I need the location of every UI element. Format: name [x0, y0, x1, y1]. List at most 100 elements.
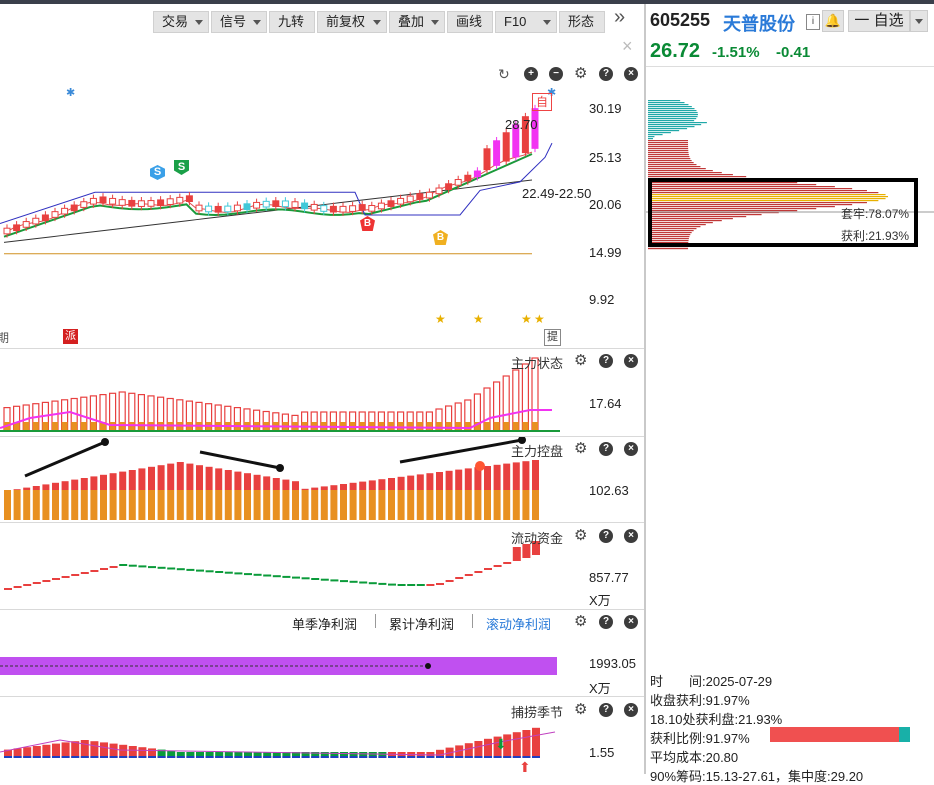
bar [71, 741, 80, 758]
gear-icon[interactable]: ⚙ [574, 701, 588, 718]
bar [512, 756, 521, 758]
flow-segment [4, 588, 12, 590]
add-watchlist-button[interactable]: 一 自选 [848, 10, 910, 32]
bar [61, 756, 70, 758]
buy-signal-marker[interactable]: B [433, 230, 448, 245]
candle-body [454, 179, 462, 186]
chevron-down-icon [373, 20, 381, 25]
bar [455, 756, 464, 758]
help-icon[interactable]: ? [599, 354, 613, 368]
gear-icon[interactable]: ⚙ [574, 527, 588, 544]
bar [320, 752, 329, 758]
bar [359, 422, 366, 430]
chip-bar [648, 156, 690, 158]
help-icon[interactable]: ? [599, 442, 613, 456]
toolbar-overlay-menu[interactable]: 叠加 [389, 11, 445, 33]
stock-name[interactable]: 天普股份 [723, 14, 795, 34]
help-icon[interactable]: ? [599, 703, 613, 717]
info-icon[interactable]: i [806, 14, 820, 30]
bar [503, 463, 511, 490]
flow-segment [292, 576, 300, 579]
close-icon[interactable]: × [624, 67, 638, 81]
gear-icon[interactable]: ⚙ [574, 440, 588, 457]
close-icon[interactable]: × [624, 529, 638, 543]
help-icon[interactable]: ? [599, 67, 613, 81]
chevron-down-icon [543, 20, 551, 25]
flow-segment [349, 580, 358, 583]
close-icon[interactable]: × [622, 36, 633, 56]
toolbar-draw-button[interactable]: 画线 [447, 11, 493, 33]
close-icon[interactable]: × [624, 354, 638, 368]
bar [484, 756, 492, 758]
bar [397, 422, 404, 430]
chip-bar [648, 176, 747, 178]
buy-signal-marker[interactable]: B [360, 216, 375, 231]
expand-icon[interactable]: » [614, 6, 626, 28]
bar [416, 490, 424, 520]
close-icon[interactable]: × [624, 615, 638, 629]
bar [196, 756, 204, 758]
bar [13, 756, 22, 758]
flow-segment [253, 573, 262, 576]
chip-bar [648, 170, 713, 172]
flow-segment [205, 570, 214, 573]
trapped-ratio-label: 套牢:78.07% [841, 207, 910, 221]
trend-arrow [24, 440, 106, 478]
tab-quarter-profit[interactable]: 单季净利润 [292, 617, 358, 632]
note-tag[interactable]: 提 [544, 329, 561, 346]
gear-icon[interactable]: ⚙ [574, 352, 588, 369]
bar [484, 466, 491, 490]
bar [311, 752, 320, 758]
event-tag[interactable]: 期 [0, 331, 10, 345]
close-icon[interactable]: × [624, 703, 638, 717]
y-tick-label: 14.99 [589, 245, 622, 260]
gear-icon[interactable]: ⚙ [574, 613, 588, 630]
chip-bar [648, 158, 691, 160]
close-icon[interactable]: × [624, 442, 638, 456]
bar [407, 475, 415, 490]
chip-bar [648, 198, 886, 200]
y-tick-label: 25.13 [589, 150, 622, 165]
bar [138, 490, 146, 520]
help-icon[interactable]: ? [599, 615, 613, 629]
chip-bar [648, 152, 689, 154]
flow-segment [301, 577, 310, 580]
toolbar-adjust-menu[interactable]: 前复权 [317, 11, 387, 33]
gear-icon[interactable]: ⚙ [574, 65, 588, 82]
chip-bar [648, 218, 733, 220]
zoom-out-icon[interactable]: − [549, 67, 563, 81]
chip-bar [648, 226, 701, 228]
bar [436, 472, 443, 490]
dividend-tag[interactable]: 派 [63, 329, 78, 344]
bar [205, 756, 214, 758]
window-top-border [0, 0, 934, 4]
refresh-icon[interactable]: ↻ [498, 66, 510, 82]
toolbar-signal-menu[interactable]: 信号 [211, 11, 267, 33]
candle-body [329, 205, 337, 213]
ma-line [3, 153, 533, 238]
toolbar-f10-menu[interactable]: F10 [495, 11, 557, 33]
flow-segment [215, 571, 224, 573]
zoom-in-icon[interactable]: + [524, 67, 538, 81]
flow-segment [359, 581, 368, 584]
tab-cumulative-profit[interactable]: 累计净利润 [389, 617, 455, 632]
toolbar-jiuzhuan-button[interactable]: 九转 [269, 11, 315, 33]
tab-rolling-profit[interactable]: 滚动净利润 [486, 617, 552, 632]
toolbar-trade-menu[interactable]: 交易 [153, 11, 209, 33]
toolbar-pattern-button[interactable]: 形态 [559, 11, 605, 33]
sell-signal-marker[interactable]: S [174, 160, 189, 175]
bar [176, 462, 184, 490]
bar [224, 752, 233, 758]
bar [157, 490, 165, 520]
bar [4, 749, 12, 758]
sell-signal-marker[interactable]: S [150, 165, 165, 180]
candle-body [3, 227, 11, 235]
bar [80, 756, 89, 758]
help-icon[interactable]: ? [599, 529, 613, 543]
bar [100, 742, 108, 758]
bell-icon[interactable]: 🔔 [822, 10, 844, 32]
candle-body [473, 170, 481, 178]
bar [263, 752, 272, 758]
chip-bar [648, 160, 692, 162]
watchlist-dropdown[interactable] [910, 10, 928, 32]
